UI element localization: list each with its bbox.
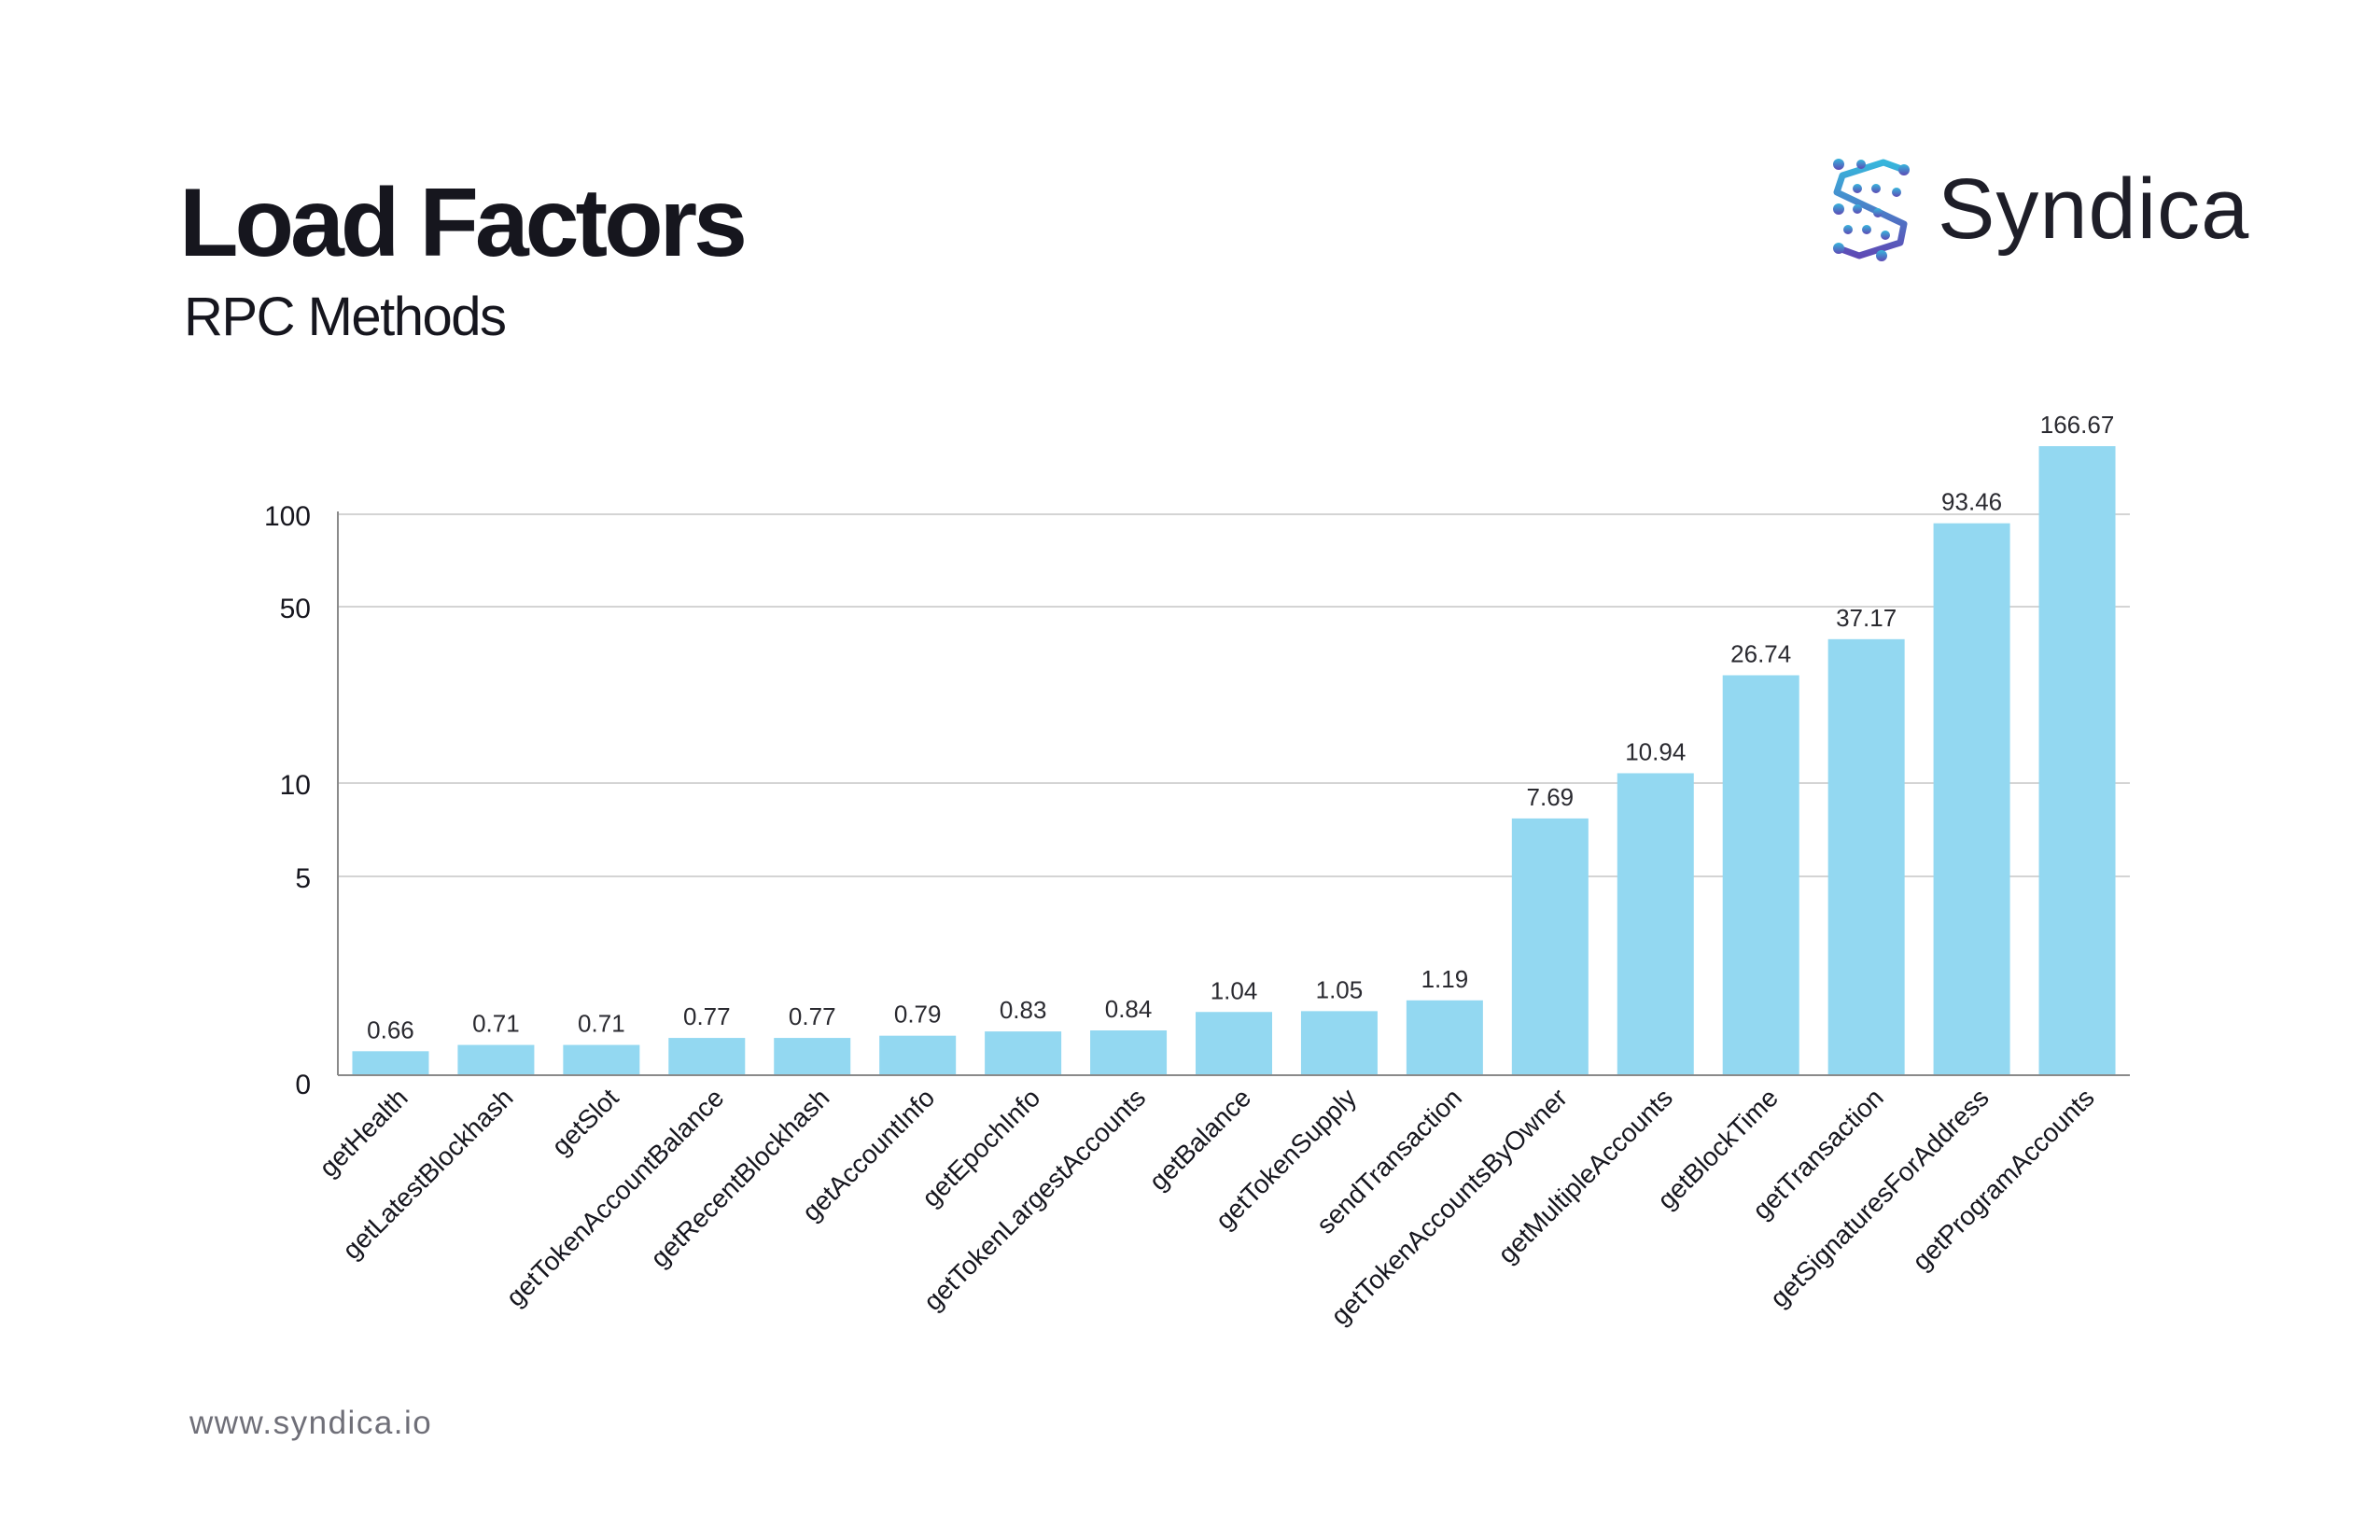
- bar-value-label: 0.79: [894, 1001, 942, 1029]
- bar: [1617, 773, 1694, 1075]
- axes: [337, 511, 2130, 1076]
- bar: [1300, 1011, 1378, 1075]
- bar: [1406, 1000, 1483, 1075]
- bar-value-label: 1.19: [1421, 965, 1469, 993]
- bar: [879, 1035, 957, 1075]
- bar: [2038, 446, 2116, 1075]
- brand-name: Syndica: [1938, 161, 2250, 257]
- x-category-label: getTokenAccountBalance: [500, 1083, 729, 1311]
- bar-value-label: 0.77: [683, 1002, 731, 1030]
- bar: [1511, 818, 1589, 1075]
- bar: [985, 1031, 1062, 1075]
- bar-value-label: 166.67: [2040, 411, 2115, 439]
- footer-url[interactable]: www.syndica.io: [189, 1405, 433, 1441]
- page-subtitle: RPC Methods: [184, 287, 507, 347]
- bar-value-label: 0.77: [789, 1002, 836, 1030]
- bar-value-label: 1.05: [1316, 975, 1364, 1003]
- bar-value-label: 93.46: [1941, 488, 2002, 516]
- bar: [352, 1051, 429, 1075]
- bar-value-label: 26.74: [1730, 639, 1791, 667]
- bar-value-label: 0.83: [1000, 996, 1047, 1024]
- bar-value-label: 37.17: [1836, 604, 1897, 632]
- bar-value-label: 7.69: [1527, 783, 1575, 811]
- bar-value-label: 1.04: [1211, 976, 1258, 1004]
- y-tick-label: 10: [280, 770, 311, 801]
- bar-value-label: 0.66: [367, 1015, 414, 1043]
- bar: [1090, 1030, 1168, 1075]
- page-title: Load Factors: [179, 169, 748, 277]
- bar: [1933, 523, 2010, 1075]
- y-tick-label: 50: [280, 594, 311, 624]
- bar: [1196, 1012, 1272, 1075]
- y-tick-label: 0: [295, 1070, 311, 1100]
- x-category-label: getTokenLargestAccounts: [918, 1083, 1152, 1316]
- brand-logo: Syndica: [1829, 157, 2249, 261]
- x-category-label: getLatestBlockhash: [337, 1083, 519, 1265]
- y-tick-label: 100: [264, 501, 311, 532]
- bar-value-label: 10.94: [1625, 737, 1686, 765]
- x-category-label: getMultipleAccounts: [1492, 1083, 1678, 1268]
- x-category-label: getHealth: [314, 1083, 413, 1183]
- grid-lines: [338, 513, 2130, 877]
- x-category-label: getSlot: [546, 1083, 624, 1161]
- syndica-logo-icon: [1833, 159, 1910, 261]
- bar-value-label: 0.71: [472, 1010, 520, 1038]
- bar-value-label: 0.71: [578, 1010, 625, 1038]
- bar: [668, 1038, 746, 1075]
- x-category-label: getSignaturesForAddress: [1764, 1083, 1994, 1312]
- x-category-label: getBalance: [1143, 1083, 1256, 1196]
- bar: [774, 1038, 851, 1075]
- bar: [457, 1044, 535, 1075]
- bars: [352, 446, 2116, 1075]
- bar: [563, 1044, 640, 1075]
- bar: [1827, 638, 1905, 1075]
- x-category-label: getRecentBlockhash: [645, 1083, 835, 1273]
- bar-value-label: 0.84: [1105, 995, 1153, 1023]
- x-category-label: getProgramAccounts: [1907, 1083, 2100, 1276]
- bar: [1722, 675, 1799, 1075]
- y-tick-label: 5: [295, 863, 311, 894]
